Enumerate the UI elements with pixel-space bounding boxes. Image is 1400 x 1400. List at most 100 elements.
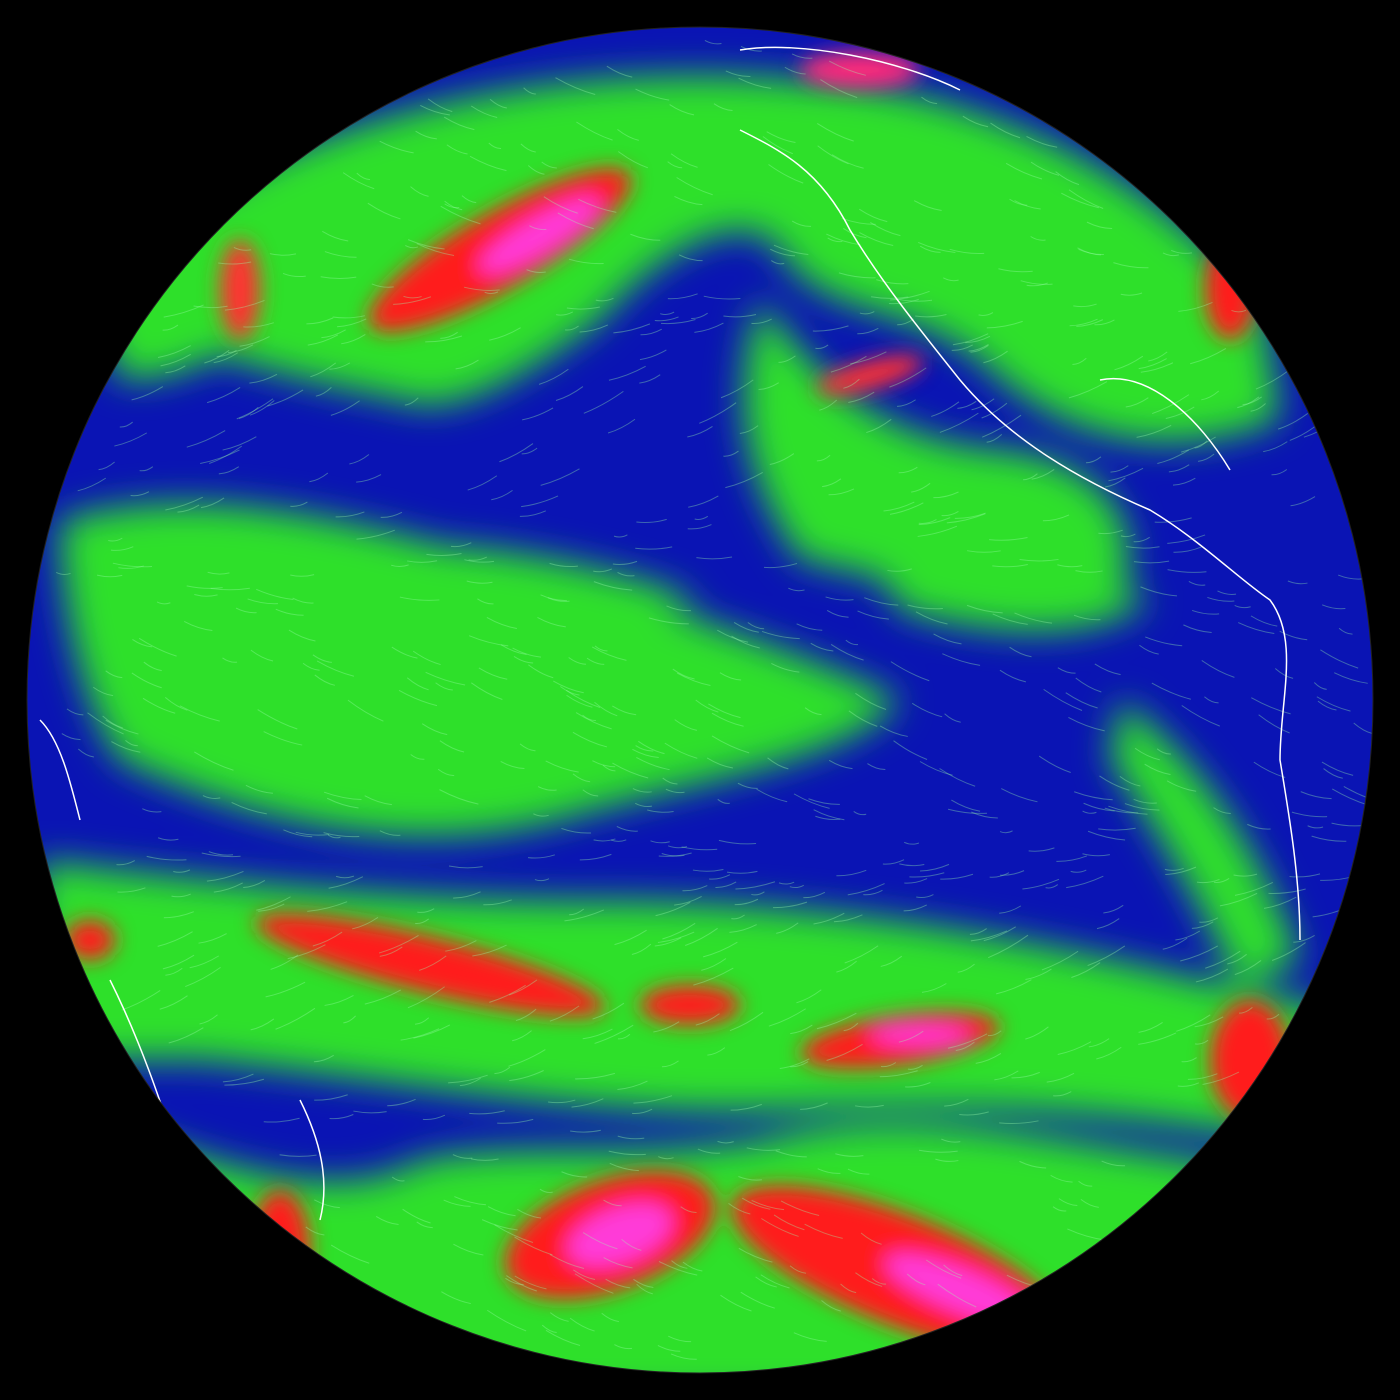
streamline xyxy=(517,1208,542,1219)
streamline xyxy=(657,1344,681,1352)
streamline xyxy=(962,115,989,128)
streamline xyxy=(853,811,867,816)
streamline xyxy=(1162,252,1179,257)
streamline xyxy=(957,963,975,973)
streamline xyxy=(231,801,267,815)
streamline xyxy=(310,362,337,378)
streamline xyxy=(1227,953,1247,965)
streamline xyxy=(494,1224,534,1243)
streamline xyxy=(556,311,574,316)
streamline xyxy=(969,928,987,935)
streamline xyxy=(762,136,794,155)
streamline xyxy=(1133,798,1157,804)
streamline xyxy=(105,719,139,735)
streamline xyxy=(697,1148,721,1154)
streamline xyxy=(614,1344,633,1350)
streamline xyxy=(470,105,498,118)
streamline xyxy=(189,955,220,969)
streamline xyxy=(715,881,737,889)
streamline xyxy=(500,760,525,770)
streamline xyxy=(1113,262,1149,269)
streamline xyxy=(654,316,679,322)
streamline xyxy=(603,1199,622,1207)
streamline xyxy=(1066,875,1104,889)
streamline xyxy=(561,1171,588,1178)
streamline xyxy=(573,1269,596,1280)
streamline xyxy=(1120,533,1136,538)
streamline xyxy=(694,515,709,520)
streamline xyxy=(788,587,805,592)
streamline xyxy=(422,1114,446,1121)
wind-band xyxy=(60,503,900,837)
streamline xyxy=(668,1335,692,1343)
streamline xyxy=(165,365,186,374)
streamline xyxy=(676,177,713,196)
streamline xyxy=(696,556,733,560)
streamline xyxy=(1068,381,1108,399)
streamline xyxy=(703,941,738,958)
streamline xyxy=(387,1098,416,1107)
streamline xyxy=(1052,1206,1067,1212)
streamline xyxy=(866,418,892,434)
streamline xyxy=(608,1150,646,1156)
streamline xyxy=(489,327,521,341)
streamline xyxy=(907,604,943,610)
streamline xyxy=(767,757,789,770)
streamline xyxy=(966,604,1003,614)
streamline xyxy=(146,855,187,861)
streamline xyxy=(687,426,713,438)
streamline xyxy=(706,757,733,769)
streamline xyxy=(731,635,760,649)
streamline xyxy=(607,418,636,434)
wind-band xyxy=(260,543,700,620)
streamline xyxy=(1138,1032,1177,1045)
streamline xyxy=(198,933,227,944)
streamline xyxy=(859,311,875,315)
streamline xyxy=(210,587,250,591)
streamline xyxy=(481,1219,518,1231)
streamline xyxy=(1139,644,1159,655)
streamline xyxy=(821,1300,841,1312)
streamline xyxy=(996,979,1032,995)
streamline xyxy=(730,1103,762,1111)
streamline xyxy=(263,731,303,746)
streamline xyxy=(887,568,912,572)
streamline xyxy=(635,745,654,752)
streamline xyxy=(243,880,266,889)
streamline xyxy=(110,546,134,551)
streamline xyxy=(375,1215,399,1225)
streamline xyxy=(356,172,371,181)
streamline xyxy=(1175,930,1201,941)
streamline xyxy=(1014,200,1041,210)
streamline xyxy=(1213,807,1231,814)
streamline xyxy=(636,1283,653,1295)
streamline xyxy=(561,827,592,834)
streamline xyxy=(1156,748,1171,755)
streamline xyxy=(257,709,298,730)
streamline xyxy=(843,378,860,389)
streamline xyxy=(880,1062,897,1068)
streamline xyxy=(1199,917,1219,923)
streamline xyxy=(758,382,779,391)
streamline xyxy=(1188,581,1206,586)
streamline xyxy=(813,809,845,821)
streamline xyxy=(737,782,758,789)
streamline xyxy=(1009,198,1028,206)
streamline xyxy=(826,233,861,246)
streamline xyxy=(1140,362,1174,373)
streamline xyxy=(314,674,336,686)
streamline xyxy=(763,562,798,569)
streamline xyxy=(555,77,596,95)
streamline xyxy=(817,145,849,165)
streamline xyxy=(796,989,822,1004)
streamline xyxy=(990,122,1021,139)
streamline xyxy=(1167,534,1206,544)
streamline xyxy=(571,1098,604,1108)
streamline xyxy=(898,1030,924,1043)
streamline xyxy=(793,1332,827,1342)
streamline xyxy=(613,534,628,538)
streamline xyxy=(183,621,213,632)
streamline xyxy=(407,986,445,1009)
